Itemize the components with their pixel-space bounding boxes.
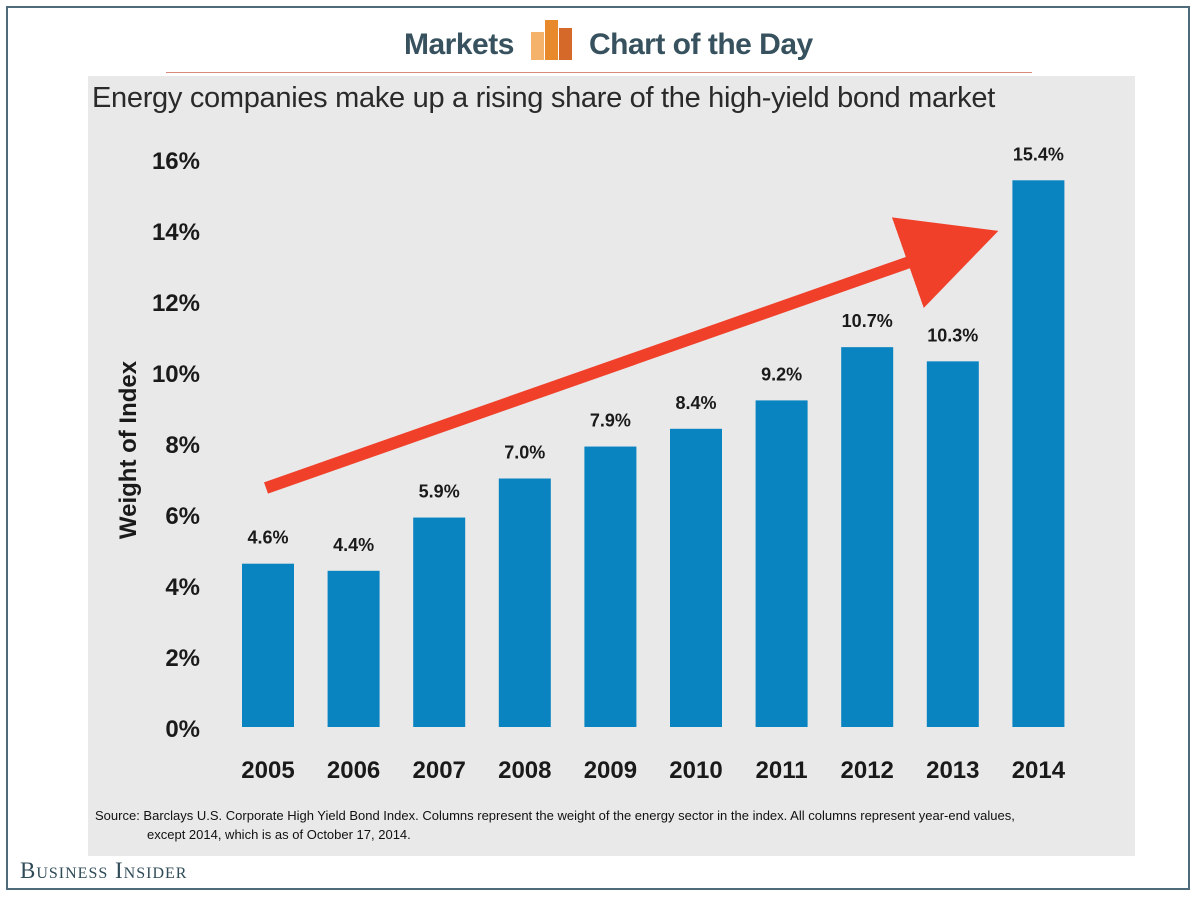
y-tick-label: 8% — [165, 432, 200, 459]
bar-2006 — [327, 570, 380, 727]
header-divider — [166, 72, 1032, 73]
x-tick-label: 2008 — [498, 757, 551, 784]
markets-label: Markets — [404, 28, 514, 61]
x-tick-label: 2014 — [1012, 757, 1066, 784]
bar-2007 — [413, 517, 466, 727]
bar-2008 — [498, 478, 551, 727]
value-label: 10.3% — [927, 325, 978, 345]
value-label: 15.4% — [1013, 144, 1064, 164]
y-tick-label: 10% — [152, 361, 200, 388]
bar-chart-logo-icon — [531, 20, 572, 60]
x-axis-ticks: 2005 2006 2007 2008 2009 2010 2011 2012 2013 2014 — [241, 757, 1065, 784]
source-note: Source: Barclays U.S. Corporate High Yie… — [95, 806, 1125, 844]
bar-2012 — [841, 347, 894, 727]
y-tick-label: 4% — [165, 574, 200, 601]
brand-logo: Business Insider — [20, 858, 188, 883]
y-tick-label: 2% — [165, 645, 200, 672]
source-line-1: Source: Barclays U.S. Corporate High Yie… — [95, 808, 1015, 823]
value-label: 9.2% — [761, 364, 802, 384]
x-tick-label: 2012 — [841, 757, 894, 784]
y-tick-label: 12% — [152, 290, 200, 317]
y-axis-ticks: 0% 2% 4% 6% 8% 10% 12% 14% 16% — [152, 148, 200, 743]
bar-2014 — [1012, 180, 1065, 728]
x-tick-label: 2010 — [669, 757, 722, 784]
y-tick-label: 0% — [165, 716, 200, 743]
x-tick-label: 2011 — [756, 757, 808, 784]
value-label: 7.9% — [590, 411, 631, 431]
bar-2013 — [926, 361, 979, 727]
chart-of-the-day-label: Chart of the Day — [589, 28, 813, 61]
bar-2010 — [670, 428, 722, 727]
chart-title: Energy companies make up a rising share … — [92, 82, 995, 114]
y-tick-label: 16% — [152, 148, 200, 175]
value-labels: 4.6% 4.4% 5.9% 7.0% 7.9% 8.4% 9.2% 10.7% 10.3% 15… — [247, 144, 1064, 555]
value-label: 10.7% — [842, 311, 893, 331]
value-label: 8.4% — [675, 393, 716, 413]
source-line-2: except 2014, which is as of October 17, … — [147, 827, 411, 842]
page-frame — [6, 6, 1190, 890]
x-tick-label: 2006 — [327, 757, 380, 784]
bars — [242, 180, 1065, 728]
value-label: 7.0% — [504, 443, 545, 463]
x-tick-label: 2009 — [584, 757, 637, 784]
value-label: 4.4% — [333, 535, 374, 555]
value-label: 4.6% — [247, 528, 288, 548]
y-tick-label: 6% — [165, 503, 200, 530]
x-tick-label: 2007 — [413, 757, 466, 784]
bar-2005 — [242, 563, 294, 727]
y-axis-label: Weight of Index — [115, 360, 142, 539]
x-tick-label: 2005 — [241, 757, 294, 784]
bar-2011 — [755, 400, 808, 727]
bar-2009 — [584, 446, 637, 727]
trend-arrow — [264, 217, 999, 494]
x-tick-label: 2013 — [926, 757, 979, 784]
y-tick-label: 14% — [152, 219, 200, 246]
header: Markets Chart of the Day — [0, 18, 1200, 74]
value-label: 5.9% — [419, 482, 460, 502]
